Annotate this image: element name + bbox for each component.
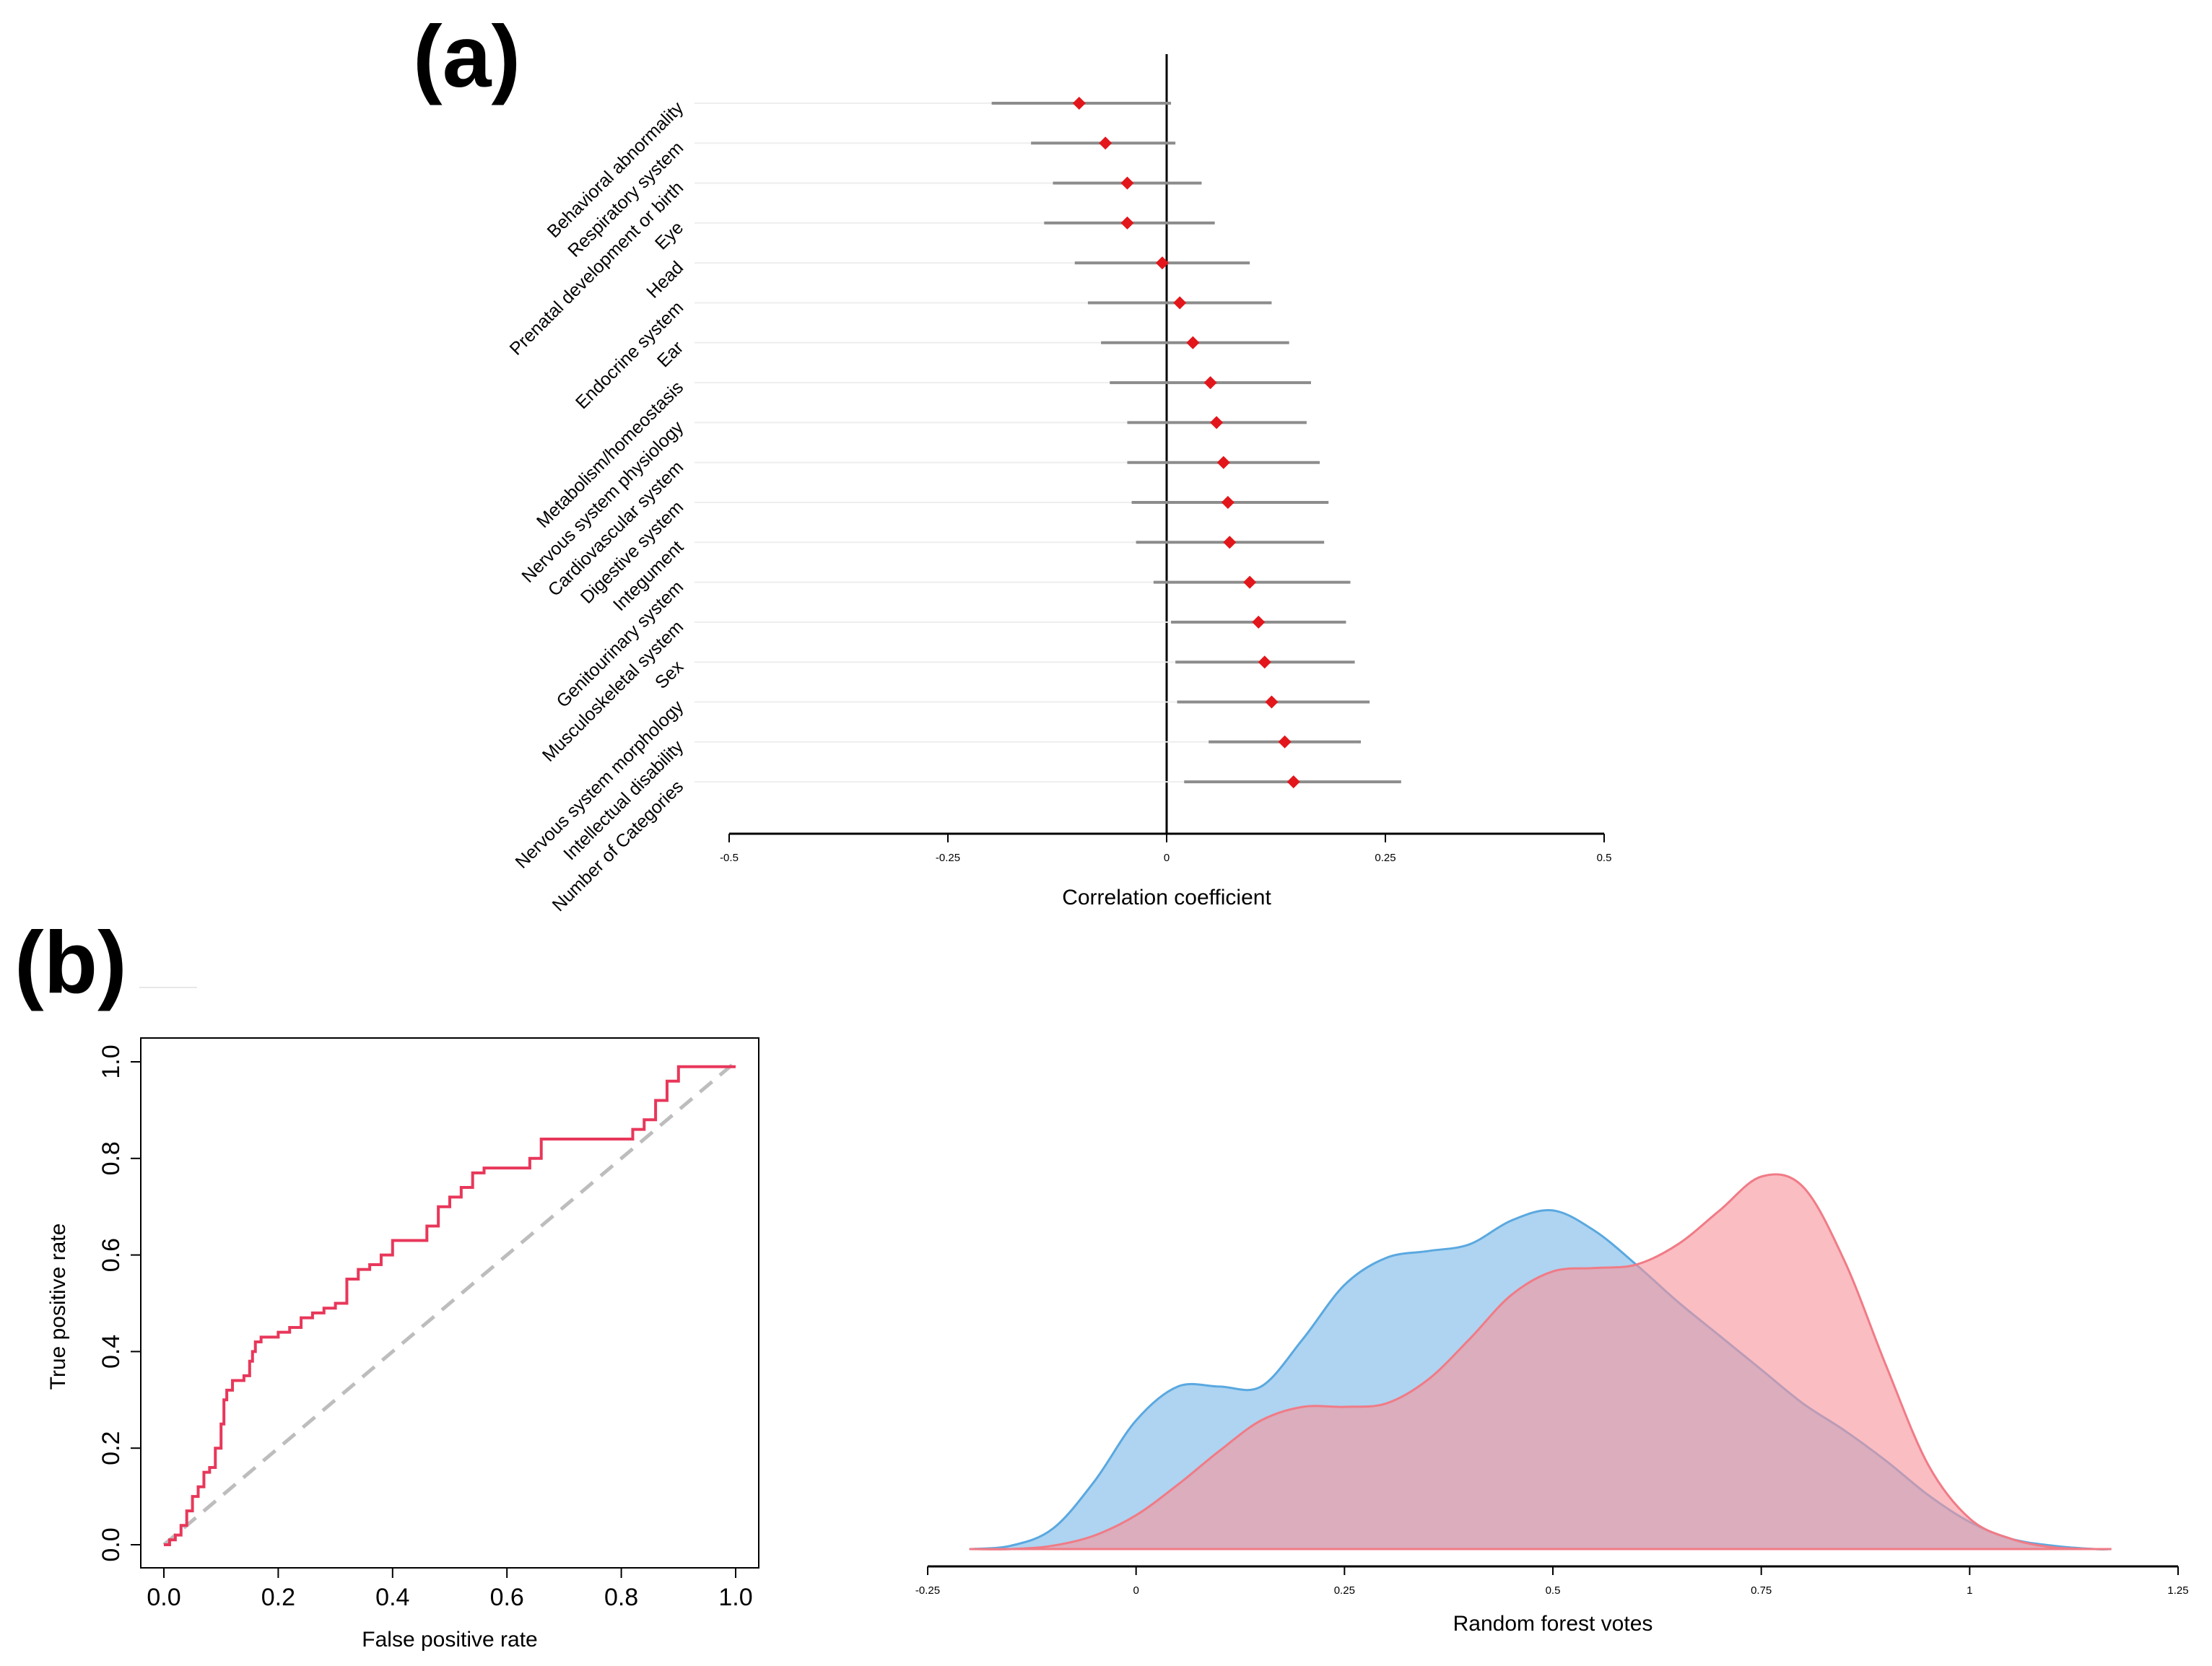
chance-diagonal-line xyxy=(162,1060,737,1546)
y-tick-label: 0.2 xyxy=(97,1431,125,1465)
estimate-point xyxy=(1252,615,1266,629)
x-tick-label: 1.25 xyxy=(2167,1584,2188,1597)
estimate-point xyxy=(1221,496,1235,509)
x-tick-label: 0.25 xyxy=(1334,1584,1355,1597)
x-tick-label: -0.25 xyxy=(915,1584,940,1597)
panel-label-b: (b) xyxy=(14,913,127,1011)
x-tick-label: 0.6 xyxy=(490,1584,524,1611)
y-tick-label: 0.8 xyxy=(97,1141,125,1175)
estimate-point xyxy=(1243,575,1257,589)
y-tick-label: 0.4 xyxy=(97,1335,125,1369)
estimate-point xyxy=(1216,455,1230,469)
roc-y-axis-title: True positive rate xyxy=(46,1224,70,1390)
x-tick-label: -0.5 xyxy=(720,852,739,864)
estimate-point xyxy=(1210,416,1224,429)
estimate-point xyxy=(1099,136,1112,150)
estimate-point xyxy=(1120,176,1134,190)
estimate-point xyxy=(1258,655,1271,669)
x-tick-label: 0 xyxy=(1164,852,1170,864)
density-plot: -0.25 0 0.25 0.5 0.75 1 1.25 xyxy=(915,1173,2189,1597)
x-tick-label: 0.25 xyxy=(1375,852,1395,864)
y-tick-label: 1.0 xyxy=(97,1044,125,1078)
estimate-point xyxy=(1173,296,1187,310)
x-tick-label: 0.5 xyxy=(1546,1584,1561,1597)
y-tick-label: 0.0 xyxy=(97,1527,125,1561)
category-label: Ear xyxy=(653,337,687,371)
category-label: Sex xyxy=(651,656,688,693)
x-tick-label: 0.4 xyxy=(375,1584,409,1611)
decorative-line xyxy=(139,987,197,988)
forest-x-axis-title: Correlation coefficient xyxy=(1062,886,1271,910)
x-tick-label: 1 xyxy=(1967,1584,1972,1597)
x-tick-label: 0.75 xyxy=(1751,1584,1772,1597)
estimate-point xyxy=(1155,256,1169,270)
category-label: Nervous system morphology xyxy=(511,697,687,873)
x-tick-label: 0 xyxy=(1133,1584,1138,1597)
x-tick-label: 0.5 xyxy=(1597,852,1612,864)
estimate-point xyxy=(1120,216,1134,230)
roc-x-axis-title: False positive rate xyxy=(362,1628,537,1652)
estimate-point xyxy=(1072,97,1086,110)
x-tick-label: 1.0 xyxy=(718,1584,752,1611)
panel-label-a: (a) xyxy=(413,7,521,105)
density-x-axis-title: Random forest votes xyxy=(1453,1612,1653,1636)
estimate-point xyxy=(1186,336,1200,349)
x-tick-label: 0.2 xyxy=(261,1584,295,1611)
x-tick-label: 0.8 xyxy=(604,1584,638,1611)
x-tick-label: 0.0 xyxy=(147,1584,180,1611)
roc-curve xyxy=(164,1065,736,1546)
estimate-point xyxy=(1286,775,1300,789)
y-tick-label: 0.6 xyxy=(97,1238,125,1272)
x-tick-label: -0.25 xyxy=(936,852,960,864)
estimate-point xyxy=(1265,695,1279,709)
roc-plot: 0.0 0.2 0.4 0.6 0.8 1.0 0.0 0.2 0.4 0.6 0.8 1.0 xyxy=(97,987,759,1611)
estimate-point xyxy=(1223,536,1237,549)
roc-frame xyxy=(140,1037,759,1569)
category-label: Eye xyxy=(651,217,687,253)
density-area-red xyxy=(969,1173,2112,1551)
estimate-point xyxy=(1278,735,1292,749)
estimate-point xyxy=(1203,376,1217,390)
category-label: Head xyxy=(643,258,687,302)
